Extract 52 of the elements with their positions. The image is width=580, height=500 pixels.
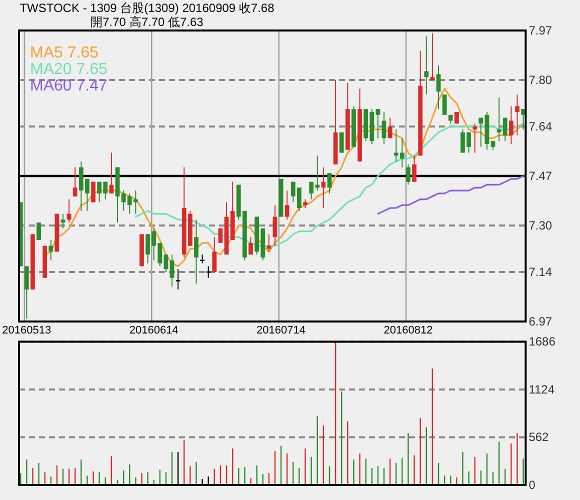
x-tick-label: 20160714	[256, 324, 306, 336]
candlestick	[36, 222, 41, 241]
text: MA20 7.65	[30, 61, 108, 78]
candlestick	[170, 254, 174, 288]
candlestick	[382, 111, 386, 144]
x-tick-label: 20160614	[129, 324, 178, 336]
candlestick	[412, 155, 416, 182]
candlestick	[388, 117, 392, 139]
candlestick	[66, 198, 72, 224]
y-tick-label: 7.14	[528, 265, 552, 280]
x-tick-label: 20160812	[384, 324, 433, 336]
y-tick-label: 7.47	[528, 169, 552, 183]
candlestick	[424, 36, 429, 96]
y-tick-label: 7.30	[528, 218, 552, 232]
candlestick	[321, 166, 326, 209]
candlestick	[442, 94, 447, 116]
candlestick	[284, 190, 290, 220]
candlestick	[472, 123, 478, 154]
candlestick	[436, 64, 441, 110]
chart-subtitle: 開7.70 高7.70 低7.63	[90, 15, 204, 29]
chart-title: TWSTOCK - 1309 台股(1309) 20160909 收7.68	[20, 1, 275, 15]
candlestick	[508, 106, 514, 144]
y-tick-label: 1686	[528, 334, 556, 349]
y-tick-label: 7.80	[528, 72, 552, 87]
y-tick-label: 6.97	[528, 314, 552, 328]
candlestick	[164, 254, 168, 273]
y-tick-label: 1124	[528, 382, 555, 396]
candlestick	[212, 236, 217, 273]
candlestick	[194, 219, 198, 284]
candlestick	[72, 166, 78, 197]
line-series	[377, 175, 524, 215]
candlestick	[218, 228, 223, 244]
candlestick	[24, 266, 29, 320]
candlestick	[60, 213, 66, 229]
candlestick	[515, 94, 520, 136]
candlestick	[406, 164, 410, 186]
candlestick	[430, 32, 435, 80]
candlestick	[478, 117, 484, 148]
candlestick	[327, 172, 332, 194]
candlestick	[176, 268, 180, 290]
candlestick	[272, 204, 278, 246]
text: MA5 7.65	[30, 44, 99, 62]
text: MA60 7.47	[30, 78, 108, 94]
candlestick	[248, 236, 253, 256]
y-tick-label: 0	[528, 478, 536, 492]
candlestick	[48, 240, 54, 261]
y-tick-label: 7.97	[528, 24, 552, 38]
y-tick-label: 7.64	[528, 120, 552, 134]
candlestick	[109, 152, 114, 194]
candlestick	[266, 234, 272, 252]
x-tick-label: 20160513	[2, 324, 52, 336]
y-tick-label: 562	[528, 430, 550, 444]
